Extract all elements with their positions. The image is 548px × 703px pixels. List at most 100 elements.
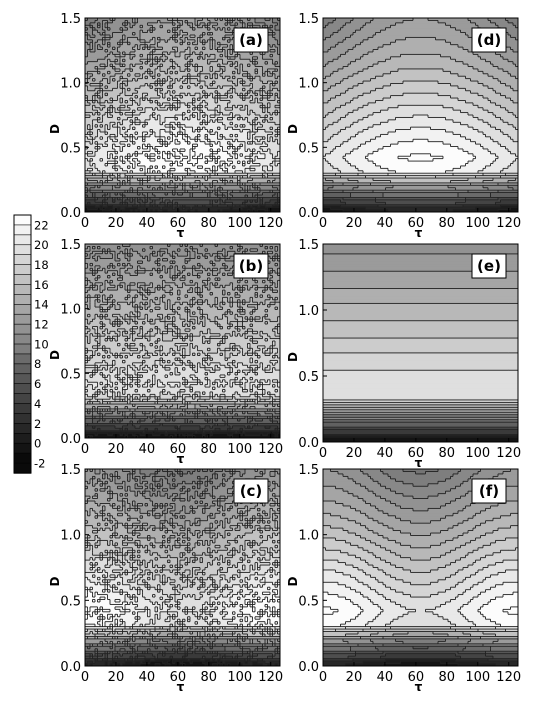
panel-label: (d) [477,31,501,49]
colorbar-tick-label: 8 [34,357,41,371]
y-tick-label: 1.0 [298,304,319,319]
y-tick-label: 1.0 [60,303,81,318]
x-tick-label: 100 [465,446,490,461]
x-tick-label: 40 [139,442,156,457]
x-axis-label: τ [415,226,423,240]
x-tick-label: 20 [346,216,363,231]
y-tick-label: 0.0 [60,660,81,675]
x-tick-label: 40 [139,216,156,231]
x-tick-label: 40 [377,216,394,231]
x-tick-label: 120 [258,670,283,685]
colorbar-swatch [14,443,31,453]
colorbar-swatch [14,463,31,473]
x-tick-label: 100 [227,670,252,685]
x-axis-label: τ [177,452,185,466]
colorbar-swatch [14,304,31,314]
colorbar-swatch [14,453,31,463]
x-tick-label: 80 [201,670,218,685]
y-tick-label: 0.0 [298,436,319,451]
x-tick-label: 120 [258,216,283,231]
y-tick-label: 0.5 [60,594,81,609]
colorbar-swatch [14,364,31,374]
panel-label: (f) [479,482,499,500]
x-axis-label: τ [177,226,185,240]
colorbar-tick-label: 4 [34,397,41,411]
colorbar-swatch [14,334,31,344]
x-tick-label: 40 [377,446,394,461]
x-tick-label: 40 [377,670,394,685]
x-tick-label: 120 [496,670,521,685]
y-tick-label: 1.0 [60,77,81,92]
y-tick-label: 0.0 [298,206,319,221]
colorbar-swatch [14,433,31,443]
x-tick-label: 20 [108,442,125,457]
panel-label: (a) [239,31,263,49]
y-tick-label: 1.0 [298,77,319,92]
colorbar-swatch [14,423,31,433]
colorbar-swatch [14,255,31,265]
x-tick-label: 0 [81,670,89,685]
y-tick-label: 1.5 [60,463,81,478]
y-tick-label: 0.5 [60,141,81,156]
y-axis-label: D [286,576,300,586]
x-tick-label: 80 [439,670,456,685]
colorbar-swatch [14,245,31,255]
x-tick-label: 0 [319,216,327,231]
colorbar-swatch [14,404,31,414]
colorbar-swatch [14,413,31,423]
colorbar-swatch [14,344,31,354]
x-tick-label: 40 [139,670,156,685]
colorbar-swatch [14,275,31,285]
colorbar-tick-label: 6 [34,377,41,391]
y-axis-label: D [286,124,300,134]
colorbar-swatch [14,284,31,294]
y-tick-label: 0.0 [60,206,81,221]
x-tick-label: 120 [258,442,283,457]
x-axis-label: τ [415,456,423,470]
x-tick-label: 100 [465,670,490,685]
y-tick-label: 1.5 [298,12,319,27]
x-tick-label: 120 [496,216,521,231]
colorbar-swatch [14,215,31,225]
x-tick-label: 0 [81,216,89,231]
y-axis-label: D [286,352,300,362]
x-tick-label: 120 [496,446,521,461]
colorbar-tick-label: 16 [34,278,49,292]
colorbar-swatch [14,394,31,404]
colorbar-tick-label: 12 [34,318,49,332]
x-tick-label: 0 [81,442,89,457]
colorbar-tick-label: 0 [34,437,41,451]
colorbar-tick-label: 10 [34,337,49,351]
y-tick-label: 0.5 [298,370,319,385]
x-tick-label: 0 [319,446,327,461]
y-tick-label: 0.0 [60,432,81,447]
colorbar-swatch [14,265,31,275]
colorbar-tick-label: -2 [34,456,45,470]
colorbar-tick-label: 14 [34,298,49,312]
x-tick-label: 0 [319,670,327,685]
x-tick-label: 100 [465,216,490,231]
x-axis-label: τ [177,680,185,694]
y-tick-label: 1.0 [298,529,319,544]
y-tick-label: 1.5 [60,12,81,27]
x-tick-label: 20 [346,446,363,461]
x-tick-label: 20 [108,216,125,231]
y-tick-label: 0.0 [298,660,319,675]
colorbar-swatch [14,235,31,245]
y-tick-label: 0.5 [298,594,319,609]
colorbar-swatch [14,324,31,334]
y-tick-label: 0.5 [298,141,319,156]
panel-label: (b) [239,257,263,275]
y-axis-label: D [48,576,62,586]
colorbar-tick-label: 2 [34,417,41,431]
y-tick-label: 0.5 [60,367,81,382]
colorbar-swatch [14,354,31,364]
colorbar-swatch [14,314,31,324]
y-axis-label: D [48,350,62,360]
